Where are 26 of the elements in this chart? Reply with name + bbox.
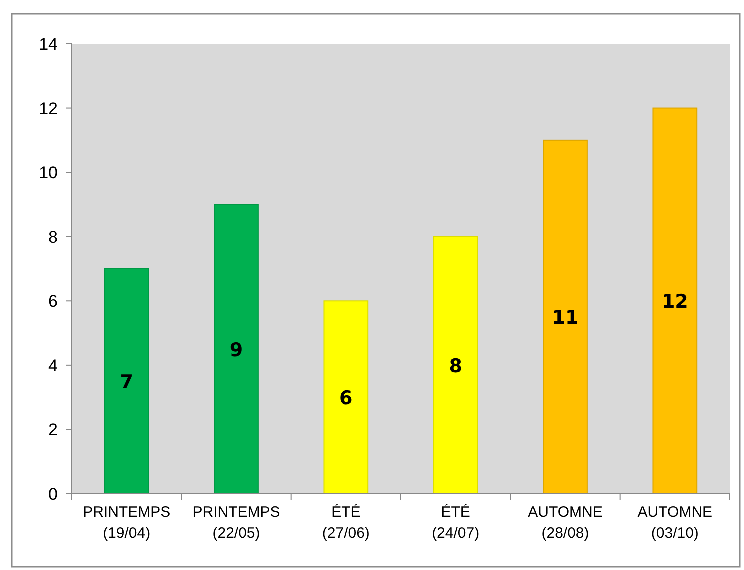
bar xyxy=(214,204,259,494)
x-tick-label: ÉTÉ (24/07) xyxy=(432,503,480,542)
y-tick-label: 14 xyxy=(39,35,58,54)
data-label: 6 xyxy=(340,388,353,410)
y-tick-label: 8 xyxy=(48,228,58,247)
x-tick-label: ÉTÉ (27/06) xyxy=(322,503,370,542)
bar xyxy=(324,300,369,494)
y-tick-label: 0 xyxy=(48,485,58,504)
data-label: 11 xyxy=(552,307,579,330)
y-tick-label: 10 xyxy=(39,164,58,183)
bar xyxy=(433,236,478,494)
bar xyxy=(543,140,588,494)
y-tick-label: 2 xyxy=(48,420,58,440)
data-label: 7 xyxy=(120,372,134,394)
data-label: 9 xyxy=(230,339,244,362)
x-tick-label: AUTOMNE (28/08) xyxy=(528,504,603,542)
bar xyxy=(104,268,150,494)
y-tick-label: 12 xyxy=(39,99,58,118)
x-tick-label: PRINTEMPS (22/05) xyxy=(192,504,280,542)
data-label: 8 xyxy=(449,355,462,378)
data-label: 12 xyxy=(662,291,688,314)
bar xyxy=(652,108,698,494)
y-tick-label: 4 xyxy=(48,356,58,376)
x-tick-label: PRINTEMPS (19/04) xyxy=(83,504,171,542)
x-tick-label: AUTOMNE (03/10) xyxy=(638,504,713,542)
y-tick-label: 6 xyxy=(48,292,58,312)
